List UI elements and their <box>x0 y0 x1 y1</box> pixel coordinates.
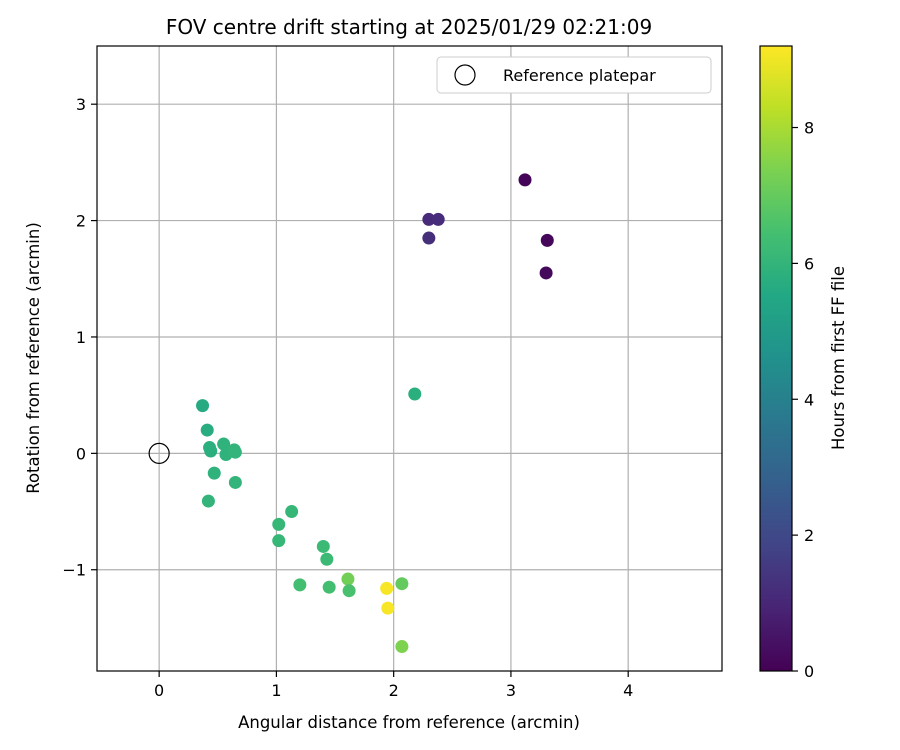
data-point <box>539 266 553 280</box>
y-tick-label: 3 <box>76 95 86 114</box>
y-tick-label: −1 <box>62 561 86 580</box>
data-point <box>196 399 210 413</box>
legend-label-reference: Reference platepar <box>503 66 656 85</box>
data-point <box>395 640 409 654</box>
data-point <box>431 212 445 226</box>
data-point <box>228 475 242 489</box>
colorbar-label: Hours from first FF file <box>829 266 848 450</box>
grid <box>97 46 722 671</box>
data-point <box>293 578 307 592</box>
reference-marker-layer <box>148 442 170 464</box>
colorbar-tick-label: 8 <box>804 119 814 138</box>
legend-box <box>436 56 712 94</box>
data-point <box>422 231 436 245</box>
x-tick-label: 0 <box>154 681 164 700</box>
x-axis-label: Angular distance from reference (arcmin) <box>238 713 580 732</box>
data-point <box>422 212 436 226</box>
x-tick-label: 2 <box>389 681 399 700</box>
x-tick-label: 3 <box>506 681 516 700</box>
data-point <box>316 539 330 553</box>
legend-marker-reference <box>454 64 476 86</box>
data-point <box>518 173 532 187</box>
legend: Reference platepar <box>436 56 712 94</box>
data-point <box>342 584 356 598</box>
y-tick-label: 0 <box>76 444 86 463</box>
data-point <box>207 466 221 480</box>
data-point <box>380 581 394 595</box>
y-axis-label: Rotation from reference (arcmin) <box>24 222 43 494</box>
y-axis-ticks: −1 0 1 2 3 <box>62 95 97 580</box>
data-point <box>228 445 242 459</box>
data-points <box>196 173 554 654</box>
data-point <box>395 577 409 591</box>
reference-marker <box>148 442 170 464</box>
chart-title: FOV centre drift starting at 2025/01/29 … <box>166 15 652 39</box>
data-point <box>381 601 395 615</box>
data-point <box>341 572 355 586</box>
data-point <box>217 437 231 451</box>
y-tick-label: 1 <box>76 328 86 347</box>
colorbar-tick-label: 4 <box>804 390 814 409</box>
data-point <box>204 444 218 458</box>
data-point <box>408 387 422 401</box>
data-point <box>285 505 299 519</box>
colorbar <box>759 45 793 672</box>
data-point <box>200 423 214 437</box>
y-tick-label: 2 <box>76 212 86 231</box>
data-point <box>540 233 554 247</box>
colorbar-tick-label: 6 <box>804 254 814 273</box>
x-tick-label: 1 <box>271 681 281 700</box>
x-axis-ticks: 0 1 2 3 4 <box>154 671 633 700</box>
colorbar-ticks: 0 2 4 6 8 <box>792 119 814 681</box>
data-point <box>322 580 336 594</box>
colorbar-tick-label: 2 <box>804 526 814 545</box>
x-tick-label: 4 <box>623 681 633 700</box>
data-point <box>272 534 286 548</box>
plot-frame <box>96 45 723 672</box>
data-point <box>320 552 334 566</box>
data-point <box>201 494 215 508</box>
data-point <box>272 517 286 531</box>
colorbar-tick-label: 0 <box>804 662 814 681</box>
